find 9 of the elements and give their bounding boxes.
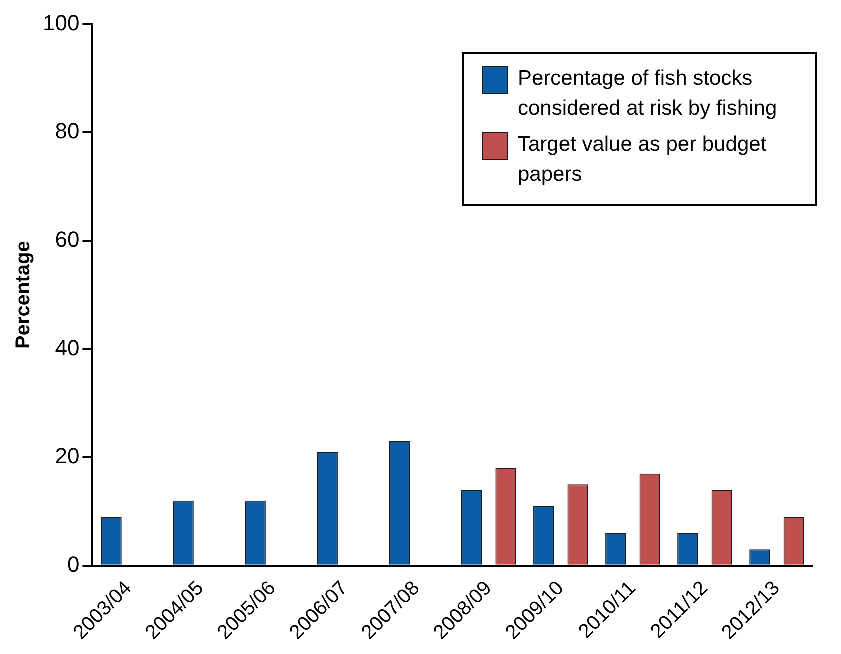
- y-tick-label: 40: [55, 335, 80, 360]
- y-axis-title: Percentage: [12, 241, 35, 349]
- y-tick-label: 20: [55, 444, 80, 469]
- y-tick-label: 80: [55, 118, 80, 144]
- y-tick-label: 100: [42, 10, 80, 36]
- y-tick-label: 60: [55, 226, 80, 252]
- legend-label: Target value as per budget papers: [518, 132, 768, 188]
- y-tick-label: 0: [67, 552, 80, 577]
- legend-label: Percentage of fish stocks considered at risk by fishing: [518, 66, 778, 122]
